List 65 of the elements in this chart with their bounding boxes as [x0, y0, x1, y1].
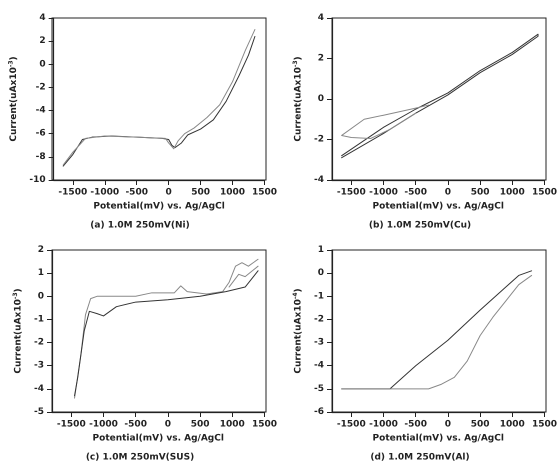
- x-tick-label: 1500: [252, 420, 278, 430]
- x-tick-label: 500: [190, 420, 210, 430]
- x-axis-title: Potential(mV) vs. Ag/AgCl: [92, 433, 224, 444]
- x-tick-label: 500: [191, 188, 210, 198]
- x-tick-label: 0: [164, 420, 172, 430]
- y-tick-label: -2: [314, 134, 324, 144]
- x-tick-label: -1000: [90, 188, 120, 198]
- y-tick-label: -5: [34, 407, 44, 417]
- x-tick-label: -1500: [58, 188, 88, 198]
- x-axis-title: Potential(mV) vs. Ag/AgCl: [93, 201, 225, 212]
- y-tick-label: -10: [29, 175, 46, 185]
- y-tick-label: 4: [39, 13, 46, 23]
- x-tick-label: 500: [470, 420, 490, 430]
- x-axis-title: Potential(mV) vs. Ag/AgCl: [372, 433, 504, 444]
- y-tick-label: 2: [318, 54, 324, 64]
- y-tick-label: 0: [39, 59, 46, 70]
- x-tick-label: -500: [125, 188, 148, 198]
- x-tick-label: -500: [404, 420, 427, 430]
- x-tick-label: 1000: [220, 420, 245, 430]
- text: (b) 1.0M 250mV(Cu): [368, 220, 472, 230]
- y-tick-label: 2: [39, 36, 46, 46]
- y-tick-label: -4: [314, 360, 324, 371]
- y-tick-label: 1: [318, 245, 324, 255]
- y-tick-label: -3: [314, 338, 324, 348]
- x-tick-label: -1500: [336, 420, 366, 430]
- y-tick-label: 0: [318, 94, 324, 104]
- x-tick-label: -500: [404, 188, 427, 198]
- x-tick-label: 1500: [532, 420, 558, 430]
- x-tick-label: -1000: [369, 188, 398, 198]
- y-tick-label: -1: [34, 314, 44, 324]
- y-tick-label: 2: [38, 245, 44, 255]
- x-axis-title: Potential(mV) vs. Ag/AgCl: [372, 201, 504, 212]
- y-tick-label: -1: [314, 291, 324, 302]
- y-tick-label: -2: [34, 338, 44, 348]
- x-tick-label: -1000: [369, 420, 398, 430]
- y-tick-label: -6: [314, 407, 324, 417]
- y-tick-label: -4: [314, 175, 324, 185]
- x-tick-label: 0: [166, 188, 172, 198]
- y-tick-label: -2: [36, 82, 46, 92]
- x-tick-label: 1500: [252, 188, 278, 198]
- y-tick-label: 1: [38, 268, 44, 278]
- y-tick-label: 0: [38, 291, 44, 302]
- x-tick-label: 1000: [500, 420, 525, 430]
- y-tick-label: -5: [314, 384, 324, 394]
- y-tick-label: -4: [36, 106, 46, 116]
- x-tick-label: -1500: [56, 420, 86, 430]
- y-tick-label: -3: [34, 360, 44, 371]
- y-tick-label: -6: [36, 128, 46, 139]
- text: (a) 1.0M 250mV(Ni): [90, 220, 190, 230]
- x-tick-label: 1000: [220, 188, 246, 198]
- y-tick-label: 4: [318, 13, 324, 23]
- x-tick-label: 0: [444, 420, 452, 430]
- text: (c) 1.0M 250mV(SUS): [86, 452, 194, 462]
- y-tick-label: -2: [314, 314, 324, 324]
- text: (d) 1.0M 250mV(Al): [370, 452, 470, 462]
- y-tick-label: -4: [34, 384, 44, 394]
- x-tick-label: -1500: [336, 188, 366, 198]
- x-tick-label: 0: [444, 188, 452, 198]
- x-tick-label: 1500: [532, 188, 558, 198]
- x-tick-label: 500: [470, 188, 490, 198]
- y-tick-label: -8: [36, 152, 46, 162]
- y-tick-label: 0: [318, 268, 324, 278]
- x-tick-label: -500: [124, 420, 147, 430]
- x-tick-label: 1000: [500, 188, 525, 198]
- x-tick-label: -1000: [89, 420, 118, 430]
